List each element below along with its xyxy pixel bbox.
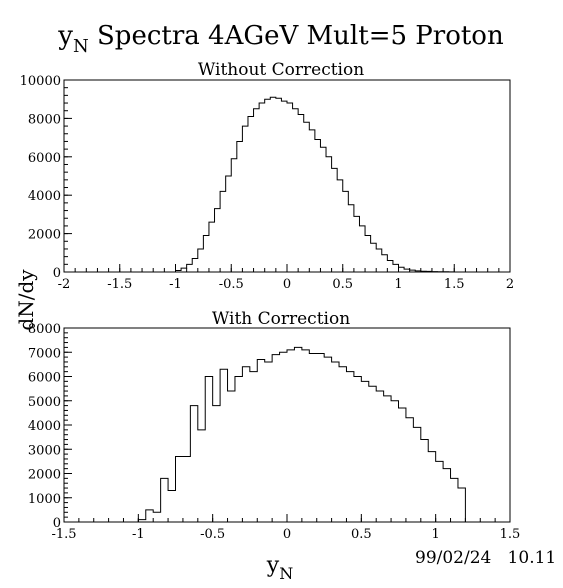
top-chart-title: Without Correction [198,60,364,80]
y-tick-label: 3000 [28,443,61,458]
bottom-chart-frame [63,327,511,523]
y-tick-label: 0 [53,266,61,281]
x-tick-label: 1.5 [444,277,465,292]
x-tick-label: 1 [432,527,440,542]
y-tick-label: 6000 [28,151,61,166]
bottom-chart: With Correction -1.5 -1 -0.5 0 0.5 1 1.5 0 1000 2… [28,309,520,542]
y-tick-label: 6000 [28,371,61,386]
x-tick-label: -0.5 [219,277,244,292]
bottom-chart-histogram [137,346,473,523]
x-tick-label: 1.5 [500,527,521,542]
y-tick-label: 1000 [28,492,61,507]
x-tick-label: 2 [506,277,514,292]
y-axis-label: dN/dy [14,269,38,331]
x-tick-label: 0.5 [351,527,372,542]
y-tick-label: 5000 [28,395,61,410]
y-tick-label: 0 [53,516,61,531]
x-tick-label: 1 [394,277,402,292]
y-tick-label: 8000 [28,112,61,127]
y-tick-label: 2000 [28,228,61,243]
x-tick-label: -1.5 [107,277,132,292]
y-tick-label: 7000 [28,346,61,361]
x-tick-label: -0.5 [200,527,225,542]
x-tick-label: 0 [283,527,291,542]
x-tick-label: -1 [132,527,145,542]
x-tick-label: 0.5 [332,277,353,292]
y-tick-label: 4000 [28,419,61,434]
datestamp: 99/02/24 10.11 [415,548,556,568]
top-chart-ticks: -2 -1.5 -1 -0.5 0 0.5 1 1.5 2 0 2000 4000 6000 8000 10… [20,74,515,292]
top-chart-frame [63,79,511,273]
x-axis-label: yN [266,553,293,583]
bottom-chart-ticks: -1.5 -1 -0.5 0 0.5 1 1.5 0 1000 2000 3000 4000 5000 6… [28,322,520,542]
x-tick-label: 0 [283,277,291,292]
x-tick-label: -2 [58,277,71,292]
top-chart-histogram [175,96,455,273]
y-tick-label: 2000 [28,468,61,483]
y-tick-label: 8000 [28,322,61,337]
x-tick-label: -1 [169,277,182,292]
x-tick-label: -1.5 [51,527,76,542]
top-chart: Without Correction -2 -1.5 -1 -0.5 0 0.5 1 1.5 2… [20,60,515,292]
main-title: yN Spectra 4AGeV Mult=5 Proton [57,21,504,57]
y-tick-label: 10000 [20,74,61,89]
y-tick-label: 4000 [28,189,61,204]
bottom-chart-title: With Correction [212,309,350,329]
